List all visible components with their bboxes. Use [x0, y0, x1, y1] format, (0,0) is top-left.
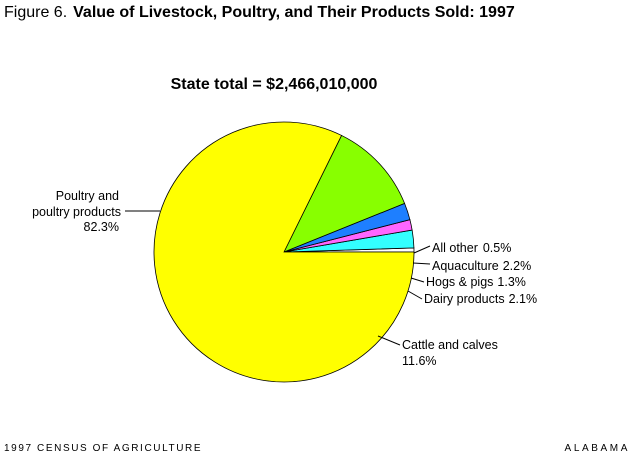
leader-all-other: [413, 245, 431, 254]
leader-cattle-calves: [377, 335, 401, 346]
value-poultry: 82.3%: [84, 220, 119, 234]
slice-poultry: [153, 121, 415, 383]
label-poultry-line1: Poultry and: [56, 189, 119, 203]
figure-number: Figure 6.: [4, 4, 68, 21]
footer-state: ALABAMA: [564, 443, 630, 454]
label-poultry-line2: poultry products: [32, 205, 121, 219]
figure-title: Figure 6. Value of Livestock, Poultry, an…: [4, 4, 515, 22]
label-aquaculture: Aquaculture 2.2%: [432, 259, 531, 273]
label-cattle-calves: Cattle and calves: [402, 338, 498, 352]
leader-hogs-pigs: [410, 277, 425, 283]
value-cattle-calves: 11.6%: [402, 354, 437, 368]
footer-census: 1997 CENSUS OF AGRICULTURE: [4, 443, 203, 454]
slice-cattle-calves: [283, 134, 406, 253]
label-dairy-products: Dairy products 2.1%: [424, 292, 537, 306]
figure-main-title: Value of Livestock, Poultry, and Their P…: [73, 4, 515, 21]
label-hogs-pigs: Hogs & pigs 1.3%: [426, 275, 526, 289]
leader-aquaculture: [412, 262, 431, 265]
label-all-other: All other 0.5%: [432, 241, 511, 255]
chart-title: State total = $2,466,010,000: [170, 76, 378, 93]
leader-dairy-products: [407, 290, 423, 300]
